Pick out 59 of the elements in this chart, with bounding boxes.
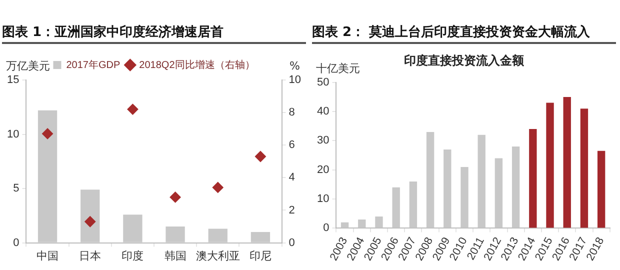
y-tick-label: 30	[316, 134, 330, 147]
point	[127, 104, 138, 115]
y2-tick-label: 0	[288, 236, 295, 249]
y2-tick-label: 2	[288, 204, 295, 216]
bar	[494, 158, 503, 228]
bar	[597, 150, 606, 228]
y2-tick-label: 8	[288, 106, 295, 119]
bar	[250, 232, 270, 242]
y-tick-label: 10	[316, 193, 330, 206]
chart-title: 图表 1：亚洲国家中印度经济增速居首	[2, 4, 306, 44]
y-axis-title: 万亿美元	[6, 59, 50, 72]
x-tick-label: 韩国	[164, 249, 186, 262]
bar	[546, 102, 554, 228]
chart-subtitle: 印度直接投资流入金额	[404, 54, 525, 68]
bar	[563, 96, 571, 228]
x-tick-label: 中国	[36, 249, 59, 262]
point	[254, 151, 266, 162]
bar	[80, 190, 100, 242]
point	[42, 128, 54, 140]
bar	[166, 226, 185, 242]
bar	[426, 132, 434, 228]
bar	[478, 134, 486, 228]
bar	[409, 182, 418, 228]
x-tick-label: 印度	[122, 249, 144, 262]
x-tick-label: 印尼	[249, 249, 272, 262]
x-tick-label: 澳大利亚	[196, 249, 240, 262]
legend-label: 2017年GDP	[66, 58, 120, 71]
bar	[512, 146, 520, 228]
y-tick-label: 0	[323, 222, 330, 234]
x-tick-label: 2018	[584, 235, 607, 263]
y-tick-label: 10	[6, 128, 20, 140]
y-tick-label: 0	[13, 236, 20, 249]
bar	[375, 216, 383, 228]
y-tick-label: 5	[13, 182, 20, 195]
bar	[444, 149, 452, 228]
bar	[392, 187, 400, 228]
y2-axis-title: %	[290, 59, 300, 72]
bar	[208, 228, 228, 242]
bar	[358, 219, 366, 228]
y-axis-title: 十亿美元	[316, 62, 360, 75]
x-tick-label: 日本	[79, 249, 102, 262]
chart-title: 图表 2： 莫迪上台后印度直接投资资金大幅流入	[312, 4, 616, 44]
bar	[580, 108, 588, 228]
y2-tick-label: 10	[288, 74, 302, 86]
bar	[38, 110, 58, 242]
point	[170, 192, 181, 203]
bar	[123, 214, 142, 242]
y2-tick-label: 4	[288, 172, 295, 184]
y-tick-label: 15	[6, 74, 20, 86]
y-tick-label: 40	[316, 106, 330, 118]
bar	[460, 166, 468, 228]
y2-tick-label: 6	[288, 139, 295, 152]
y-tick-label: 20	[316, 164, 330, 176]
bar	[340, 222, 349, 228]
y-tick-label: 50	[316, 76, 330, 88]
point	[212, 182, 224, 193]
legend-label: 2018Q2同比增速（右轴）	[139, 58, 255, 71]
bar	[529, 129, 537, 228]
point	[84, 216, 96, 228]
